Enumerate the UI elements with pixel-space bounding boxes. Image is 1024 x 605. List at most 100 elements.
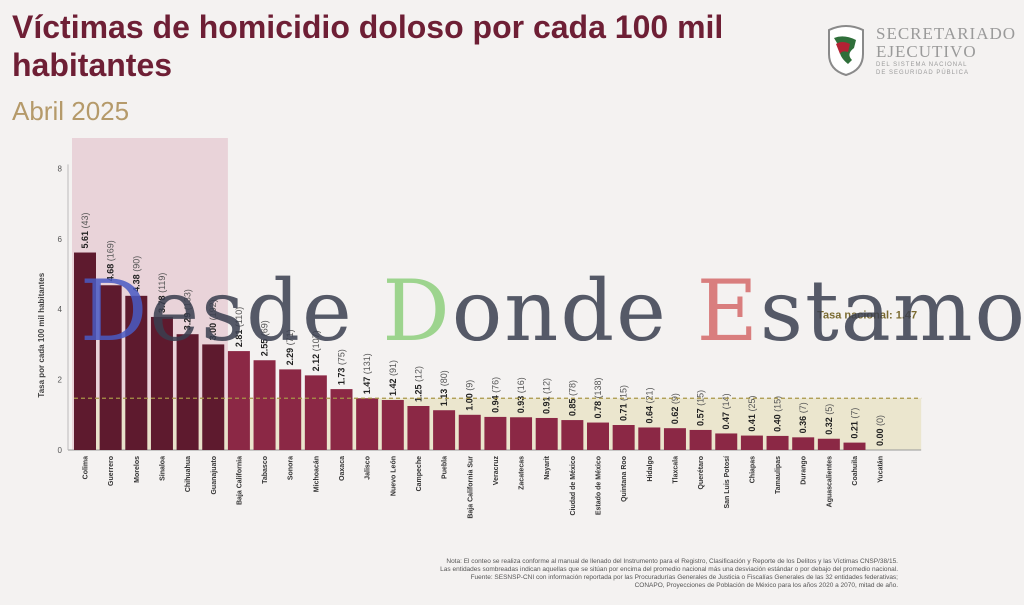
bar-value-label: 0.57 (15)	[696, 390, 706, 426]
bar-value-label: 0.41 (25)	[747, 396, 757, 432]
x-tick-label: Tabasco	[262, 456, 269, 484]
bar	[202, 344, 224, 450]
logo-line-3: DEL SISTEMA NACIONAL	[876, 62, 967, 68]
bar-value-label: 0.21 (7)	[850, 408, 860, 439]
x-tick-label: Estado de México	[596, 456, 603, 515]
bar	[638, 427, 660, 450]
x-tick-label: Baja California	[236, 456, 243, 505]
x-tick-label: Hidalgo	[647, 456, 654, 482]
footnote-line: CONAPO, Proyecciones de Población de Méx…	[358, 582, 898, 590]
bar	[587, 423, 609, 450]
bar	[407, 406, 429, 450]
y-tick-label: 8	[58, 164, 63, 173]
bar	[561, 420, 583, 450]
x-tick-label: Yucatán	[878, 456, 885, 483]
y-tick-label: 2	[58, 376, 63, 385]
x-tick-label: Zacatecas	[519, 456, 526, 490]
x-tick-label: Querétaro	[698, 456, 705, 489]
bar	[690, 430, 712, 450]
bar	[254, 360, 276, 450]
footnote-line: Nota: El conteo se realiza conforme al m…	[358, 558, 898, 566]
bar	[715, 433, 737, 450]
x-tick-label: Sonora	[288, 456, 295, 480]
x-tick-label: Michoacán	[313, 456, 320, 492]
bar-count: (12)	[542, 378, 552, 397]
bar-value: 0.47	[721, 412, 731, 430]
bar-value: 0.00	[875, 428, 885, 446]
bar	[536, 418, 558, 450]
footnotes: Nota: El conteo se realiza conforme al m…	[358, 558, 898, 590]
x-tick-label: Aguascalientes	[826, 456, 833, 507]
bar	[741, 436, 763, 450]
coat-of-arms-icon	[826, 24, 866, 76]
bar-count: (7)	[798, 402, 808, 416]
x-tick-label: Tamaulipas	[775, 456, 782, 494]
bar	[433, 410, 455, 450]
bar-value-label: 1.00 (9)	[465, 380, 475, 411]
bar-count: (91)	[388, 360, 398, 379]
footnote-line: Las entidades sombreadas indican aquella…	[358, 566, 898, 574]
bar-value-label: 0.91 (12)	[542, 378, 552, 414]
x-tick-label: Campeche	[416, 456, 423, 492]
bar-count: (14)	[721, 393, 731, 412]
bar	[279, 369, 301, 450]
bar	[228, 351, 250, 450]
bar-value: 5.61	[80, 231, 90, 249]
y-tick-label: 4	[58, 305, 63, 314]
x-tick-label: Oaxaca	[339, 456, 346, 481]
bar-value: 1.00	[465, 393, 475, 411]
bar-value: 0.78	[593, 401, 603, 419]
y-tick-label: 0	[58, 446, 63, 455]
bar-count: (9)	[670, 393, 680, 407]
bar-value-label: 1.42 (91)	[388, 360, 398, 396]
logo-line-2: EJECUTIVO	[876, 42, 977, 62]
bar-count: (9)	[465, 380, 475, 394]
x-tick-label: Jalisco	[365, 456, 372, 480]
bar-count: (169)	[106, 240, 116, 264]
x-tick-label: Tlaxcala	[672, 456, 679, 484]
bar-value: 0.91	[542, 396, 552, 414]
x-tick-label: Chiapas	[749, 456, 756, 483]
page-subtitle: Abril 2025	[12, 96, 129, 127]
bar-value-label: 0.36 (7)	[798, 402, 808, 433]
bar-value-label: 5.61 (43)	[80, 212, 90, 248]
bar-count: (5)	[824, 404, 834, 418]
bar	[818, 439, 840, 450]
x-tick-label: Coahuila	[852, 456, 859, 486]
bar-count: (76)	[490, 377, 500, 396]
bar	[510, 417, 532, 450]
bar	[664, 428, 686, 450]
bar-value: 0.40	[773, 414, 783, 432]
logo-line-4: DE SEGURIDAD PÚBLICA	[876, 70, 969, 76]
page-title: Víctimas de homicidio doloso por cada 10…	[12, 8, 802, 84]
bar-value: 0.64	[644, 406, 654, 424]
x-tick-label: Quintana Roo	[621, 456, 628, 502]
secretariado-logo: SECRETARIADO EJECUTIVO DEL SISTEMA NACIO…	[826, 22, 1016, 82]
bar-count: (21)	[644, 387, 654, 406]
logo-line-1: SECRETARIADO	[876, 24, 1016, 44]
bar-count: (43)	[80, 212, 90, 231]
bar-count: (80)	[439, 370, 449, 389]
bar-value: 1.42	[388, 378, 398, 396]
x-tick-label: Guerrero	[108, 456, 115, 486]
bar-value: 0.41	[747, 414, 757, 432]
x-tick-label: Nuevo León	[390, 456, 397, 496]
x-tick-label: Durango	[801, 456, 808, 485]
bar-value: 0.21	[850, 421, 860, 439]
bar	[792, 437, 814, 450]
x-tick-label: Baja California Sur	[467, 456, 474, 519]
x-tick-label: Sinaloa	[159, 456, 166, 481]
footnote-line: Fuente: SESNSP-CNI con información repor…	[358, 574, 898, 582]
y-axis-label: Tasa por cada 100 mil habitantes	[37, 272, 46, 397]
bar-value: 0.71	[619, 403, 629, 421]
bar-value: 1.73	[337, 368, 347, 386]
y-tick-label: 6	[58, 235, 63, 244]
bar-count: (0)	[875, 415, 885, 429]
x-tick-label: Nayarit	[544, 455, 551, 479]
bar	[382, 400, 404, 450]
bar-count: (78)	[567, 380, 577, 399]
x-tick-label: Morelos	[134, 456, 141, 483]
bar-value: 0.85	[567, 399, 577, 417]
bar-value-label: 0.40 (15)	[773, 396, 783, 432]
bar	[305, 375, 327, 450]
